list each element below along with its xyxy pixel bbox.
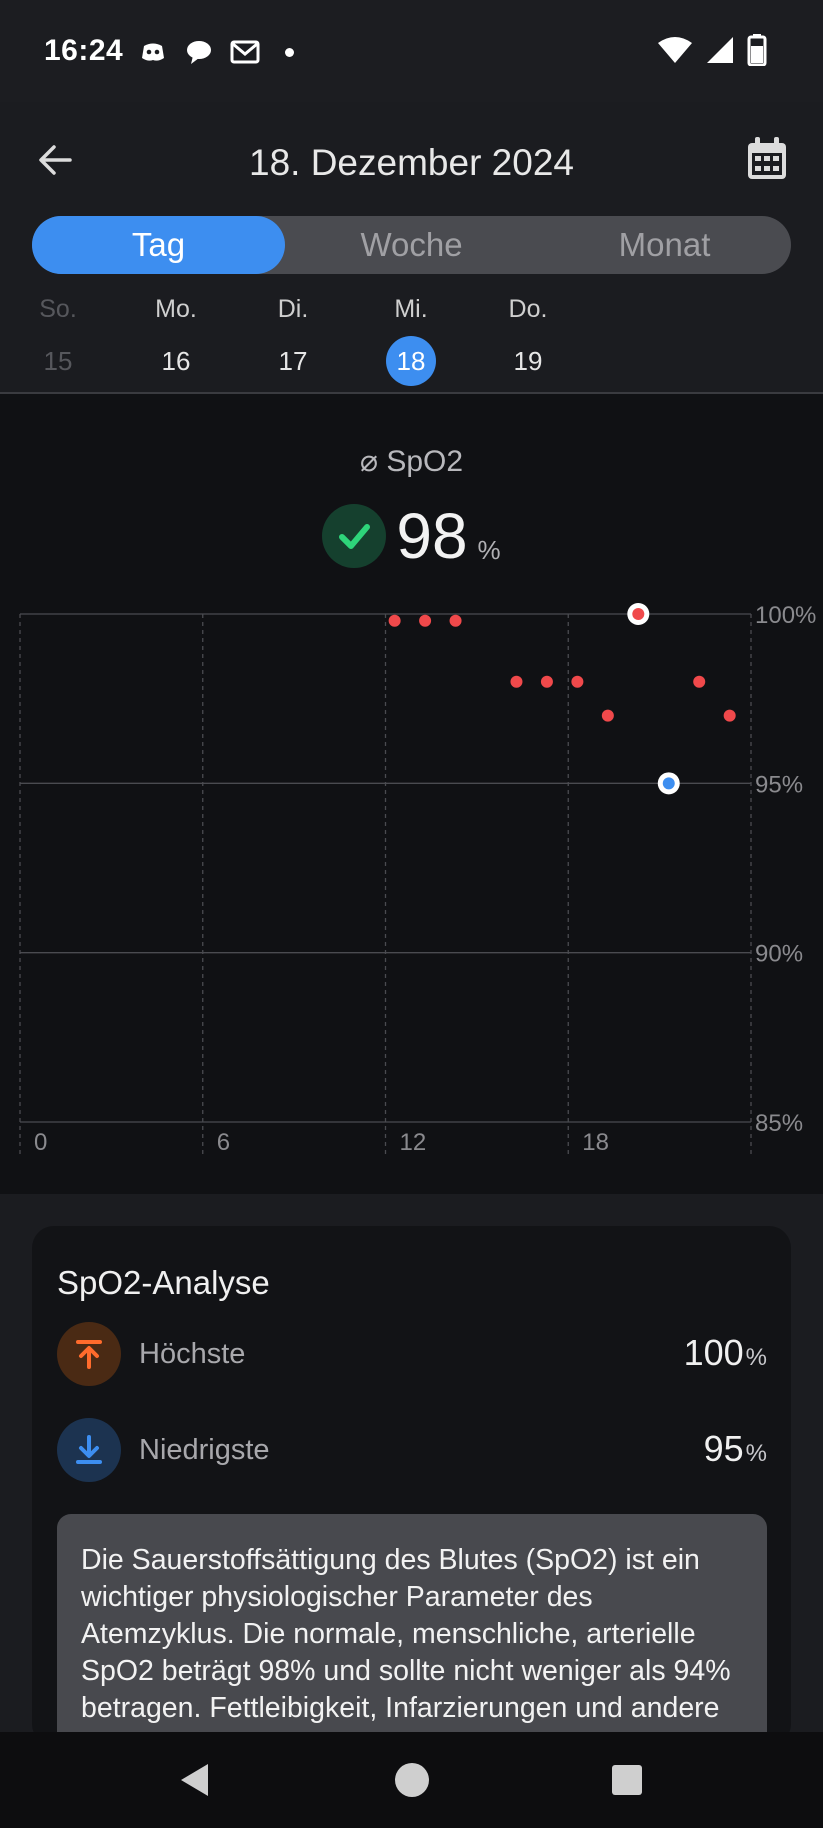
- data-point: [419, 614, 432, 627]
- highest-unit: %: [745, 1344, 767, 1371]
- data-point: [510, 675, 523, 688]
- day-name: So.: [39, 295, 77, 323]
- data-point: [693, 675, 706, 688]
- status-bar: 16:24: [0, 0, 823, 102]
- analysis-card: SpO2-Analyse Höchste 100% Niedrigste 95%…: [32, 1226, 791, 1746]
- day-item-15[interactable]: So. 15: [18, 292, 98, 386]
- tab-month[interactable]: Monat: [618, 226, 711, 263]
- data-point: [571, 675, 584, 688]
- tab-day[interactable]: Tag: [32, 216, 285, 274]
- average-value-row: 98 %: [0, 496, 823, 576]
- y-tick-label: 95%: [755, 771, 803, 798]
- lowest-label: Niedrigste: [139, 1434, 270, 1466]
- day-name: Mo.: [155, 295, 197, 323]
- day-item-19[interactable]: Do. 19: [488, 292, 568, 386]
- min-marker-point: [662, 777, 675, 790]
- info-text: Die Sauerstoffsättigung des Blutes (SpO2…: [57, 1514, 767, 1746]
- signal-icon: [707, 37, 733, 63]
- day-item-17[interactable]: Di. 17: [253, 292, 333, 386]
- arrow-down-to-bottom-icon: [57, 1418, 121, 1482]
- y-tick-label: 90%: [755, 941, 803, 968]
- day-name: Do.: [508, 295, 548, 323]
- highest-label: Höchste: [139, 1338, 246, 1370]
- navigation-bar: [0, 1732, 823, 1828]
- mail-icon: [230, 40, 260, 64]
- day-date: 16: [161, 346, 191, 376]
- day-date: 15: [43, 346, 73, 376]
- lowest-value: 95: [703, 1428, 744, 1469]
- day-item-16[interactable]: Mo. 16: [136, 292, 216, 386]
- x-tick-label: 18: [582, 1129, 609, 1156]
- data-point: [388, 614, 401, 627]
- spo2-chart: 100% 95% 90% 85% 0 6 12 18: [19, 602, 816, 1156]
- data-point: [723, 709, 736, 722]
- data-point: [601, 709, 614, 722]
- x-tick-label: 0: [34, 1129, 47, 1156]
- nav-recents-icon[interactable]: [611, 1764, 643, 1796]
- battery-icon: [747, 34, 767, 66]
- lowest-unit: %: [745, 1440, 767, 1467]
- day-name: Mi.: [394, 295, 428, 323]
- day-name: Di.: [277, 295, 309, 323]
- average-label: ⌀ SpO2: [359, 445, 464, 478]
- wifi-icon: [658, 37, 692, 63]
- data-point: [449, 614, 462, 627]
- date-header: 18. Dezember 2024 Tag Woche Monat So. 15…: [0, 102, 823, 392]
- max-marker-point: [632, 608, 645, 620]
- discord-icon: [142, 43, 164, 61]
- back-arrow-icon[interactable]: [34, 138, 78, 182]
- calendar-icon[interactable]: [745, 136, 789, 182]
- x-tick-label: 12: [400, 1129, 427, 1156]
- day-item-18[interactable]: Mi. 18: [371, 292, 451, 386]
- data-point: [540, 675, 553, 688]
- card-title: SpO2-Analyse: [57, 1264, 270, 1301]
- nav-home-icon[interactable]: [393, 1761, 431, 1799]
- arrow-up-to-top-icon: [57, 1322, 121, 1386]
- highest-value-wrap: 100%: [684, 1332, 767, 1374]
- y-tick-label: 100%: [755, 602, 816, 629]
- day-date-selected: 18: [386, 336, 436, 386]
- average-value: 98: [396, 500, 468, 572]
- check-icon: [322, 504, 387, 568]
- clock: 16:24: [44, 34, 124, 67]
- tab-week[interactable]: Woche: [360, 226, 463, 263]
- lowest-row: Niedrigste 95%: [57, 1418, 767, 1484]
- y-tick-label: 85%: [755, 1110, 803, 1137]
- chat-icon: [187, 41, 211, 64]
- day-selector: So. 15 Mo. 16 Di. 17 Mi. 18 Do. 19: [0, 292, 823, 392]
- page-title: 18. Dezember 2024: [249, 142, 574, 183]
- day-date: 19: [513, 346, 543, 376]
- nav-back-icon[interactable]: [178, 1762, 212, 1798]
- lowest-value-wrap: 95%: [704, 1428, 767, 1470]
- average-unit: %: [477, 535, 501, 565]
- dot-icon: [285, 48, 294, 57]
- highest-row: Höchste 100%: [57, 1322, 767, 1388]
- period-tabs: Tag Woche Monat: [32, 216, 791, 274]
- x-tick-label: 6: [217, 1129, 230, 1156]
- day-date: 17: [278, 346, 308, 376]
- header-divider: [0, 392, 823, 394]
- highest-value: 100: [683, 1332, 744, 1373]
